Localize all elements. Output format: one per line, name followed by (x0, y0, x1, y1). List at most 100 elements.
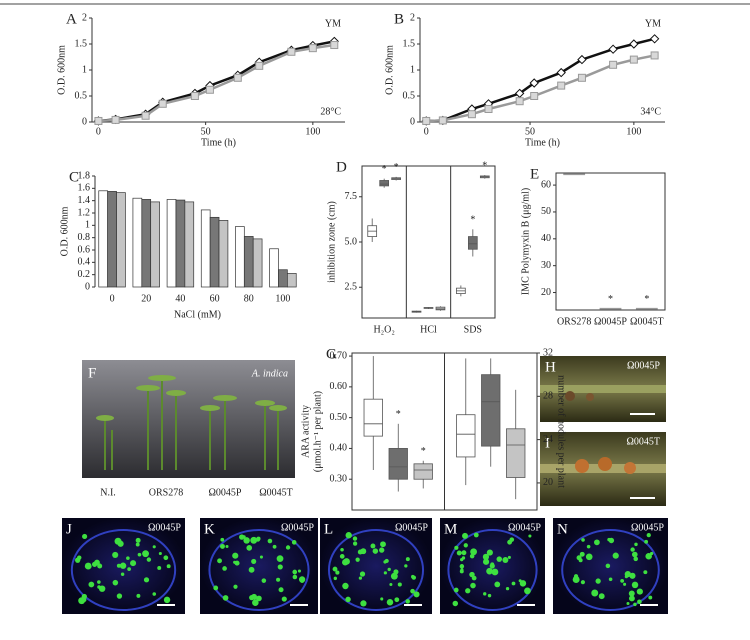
marker (577, 54, 587, 65)
bacteroid (394, 597, 400, 603)
bacteroid (127, 567, 131, 571)
y2-tick-label: 32 (543, 347, 553, 358)
bacteroid (116, 593, 123, 599)
bacteroid (496, 556, 503, 562)
bacteroid (631, 581, 639, 589)
bacteroid (413, 591, 420, 598)
bacteroid (386, 599, 394, 606)
bacteroid (82, 533, 88, 540)
y-tick-label: 60 (541, 179, 551, 190)
bacteroid (629, 572, 636, 579)
bacteroid (119, 562, 127, 569)
nodules (540, 385, 666, 499)
x-tick-label: Ω0045T (630, 316, 664, 327)
marker (649, 34, 660, 44)
significance-star: * (482, 160, 487, 171)
panel-letter: J (66, 521, 72, 537)
bacteroid (649, 551, 654, 556)
bacteroid (598, 593, 605, 600)
y-tick-label: 1.2 (78, 207, 91, 218)
bacteroid (384, 558, 389, 564)
bacteroid (116, 563, 121, 568)
marker (141, 111, 150, 120)
bacteroid (97, 580, 101, 584)
bacteroid (524, 587, 531, 595)
bacteroid (137, 552, 142, 557)
marker (529, 78, 539, 88)
bacteroid (248, 566, 255, 573)
y-axis-label: inhibition zone (cm) (326, 201, 337, 283)
bar (184, 201, 195, 288)
bacteroid (489, 563, 495, 569)
bacteroid (142, 550, 149, 558)
photo-caption: Ω0045P (631, 522, 664, 533)
photo-caption: Ω0045P (281, 522, 314, 533)
y-tick-label: 1.4 (78, 195, 91, 206)
y-tick-label: 0.60 (330, 381, 348, 392)
panel-letter: B (394, 11, 404, 27)
micrograph (320, 518, 432, 614)
y-tick-label: 0.6 (78, 244, 91, 255)
significance-star: * (608, 294, 613, 305)
x-tick-label: SDS (464, 324, 482, 335)
bacteroid (473, 532, 479, 538)
panel-letter: K (204, 521, 215, 537)
bacteroid (482, 558, 490, 565)
bacteroid (233, 584, 238, 589)
bacteroid (411, 574, 415, 579)
box (379, 180, 390, 187)
bacteroid (233, 560, 237, 564)
box (388, 448, 408, 480)
marker (330, 41, 339, 50)
photo-label: Ω0045P (209, 487, 242, 498)
bacteroid (222, 595, 229, 601)
bacteroid (98, 585, 106, 592)
x-tick-label: ORS278 (557, 316, 591, 327)
bacteroid (276, 577, 281, 582)
panel-letter: E (530, 166, 539, 182)
x-tick-label: 50 (201, 126, 211, 137)
bacteroid (251, 558, 257, 564)
plants (104, 380, 279, 470)
marker (111, 115, 120, 124)
bar (269, 248, 279, 288)
panel-letter: M (444, 521, 457, 537)
y2-tick-label: 24 (543, 434, 553, 445)
bacteroid (261, 578, 267, 583)
y-tick-label: 0.50 (330, 412, 348, 423)
bacteroid (646, 532, 651, 538)
significance-star: * (470, 215, 475, 226)
bacteroid (608, 577, 613, 582)
bacteroid (605, 563, 611, 569)
bacteroid (335, 570, 340, 575)
bacteroid (631, 551, 638, 558)
y-tick-label: 1.5 (75, 38, 88, 49)
bacteroid (82, 597, 87, 602)
bacteroid (585, 553, 593, 561)
x-tick-label: Ω0045P (594, 316, 627, 327)
bacteroid (250, 536, 258, 544)
bacteroid (505, 586, 510, 591)
bacteroid (333, 576, 338, 581)
panel-letter: N (557, 521, 568, 537)
y-tick-label: 0.5 (403, 90, 416, 101)
bacteroid (456, 550, 462, 556)
marker (650, 51, 659, 60)
bacteroid (470, 548, 478, 556)
bacteroid (88, 581, 95, 588)
bacteroid (410, 588, 415, 594)
photo-f (82, 360, 295, 478)
y-tick-label: 7.5 (345, 191, 358, 202)
y-tick-label: 0 (410, 116, 415, 127)
bacteroid (572, 576, 580, 584)
box (363, 398, 383, 437)
cell-outline (208, 529, 310, 611)
bacteroid (370, 543, 376, 549)
series-line (426, 37, 655, 123)
bar (116, 192, 126, 288)
marker (608, 44, 618, 54)
bacteroid (379, 547, 385, 553)
bacteroid (332, 566, 338, 572)
bacteroid (509, 537, 515, 542)
